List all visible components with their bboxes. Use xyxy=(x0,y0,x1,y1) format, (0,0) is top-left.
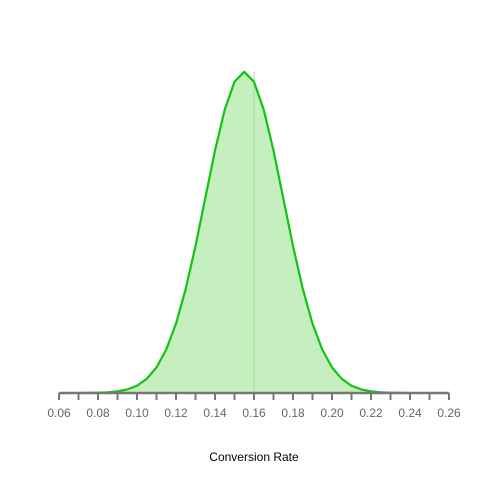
x-tick-label: 0.20 xyxy=(320,406,344,420)
density-line xyxy=(78,70,411,395)
x-tick-label: 0.06 xyxy=(47,406,71,420)
area-fill xyxy=(78,71,410,393)
x-tick-label: 0.24 xyxy=(398,406,422,420)
x-tick-label: 0.22 xyxy=(359,406,383,420)
x-tick-label: 0.26 xyxy=(437,406,461,420)
x-tick-label: 0.08 xyxy=(86,406,110,420)
x-tick-label: 0.14 xyxy=(203,406,227,420)
x-tick-label: 0.12 xyxy=(164,406,188,420)
x-tick-label: 0.18 xyxy=(281,406,305,420)
x-axis-label: Conversion Rate xyxy=(209,450,299,464)
x-tick-label: 0.10 xyxy=(125,406,149,420)
x-tick-label: 0.16 xyxy=(242,406,266,420)
